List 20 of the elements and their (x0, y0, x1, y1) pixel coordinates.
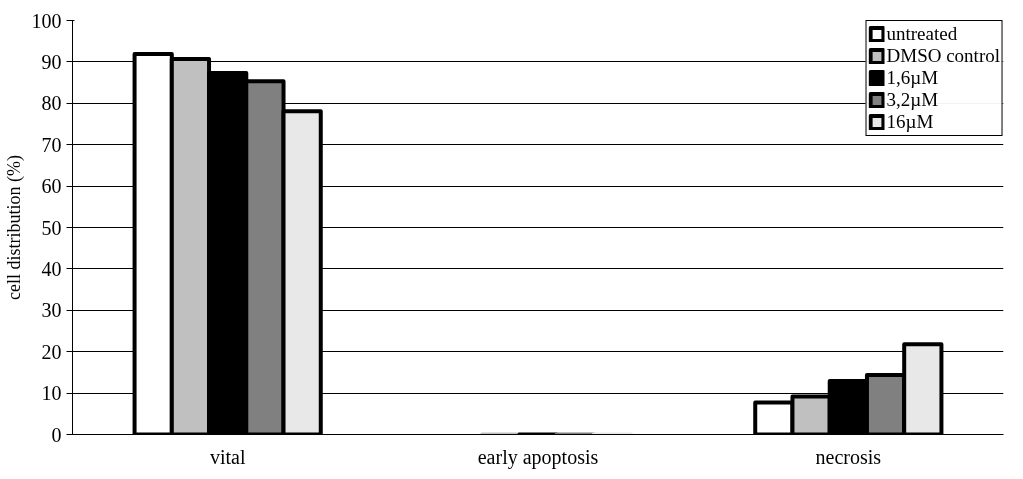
legend-label: 16µM (886, 111, 934, 133)
y-tick-label: 50 (41, 216, 62, 239)
legend-label: untreated (886, 23, 958, 45)
y-axis-title: cell distribution (%) (3, 155, 25, 300)
y-tick-label: 100 (31, 9, 62, 32)
x-tick-label: early apoptosis (477, 445, 599, 469)
legend-label: 3,2µM (886, 89, 939, 111)
y-tick-label: 0 (51, 423, 62, 446)
x-tick-label: vital (209, 445, 246, 468)
y-tick-label: 10 (41, 382, 62, 405)
x-tick-label: necrosis (815, 445, 882, 468)
y-tick-label: 70 (41, 133, 62, 156)
y-tick-label: 60 (41, 175, 62, 198)
y-tick-label: 90 (41, 50, 62, 73)
legend-label: 1,6µM (886, 67, 939, 89)
y-tick-label: 80 (41, 92, 62, 115)
y-tick-label: 20 (41, 340, 62, 363)
y-tick-label: 40 (41, 257, 62, 280)
legend-label: DMSO control (886, 45, 1000, 67)
y-tick-label: 30 (41, 299, 62, 322)
